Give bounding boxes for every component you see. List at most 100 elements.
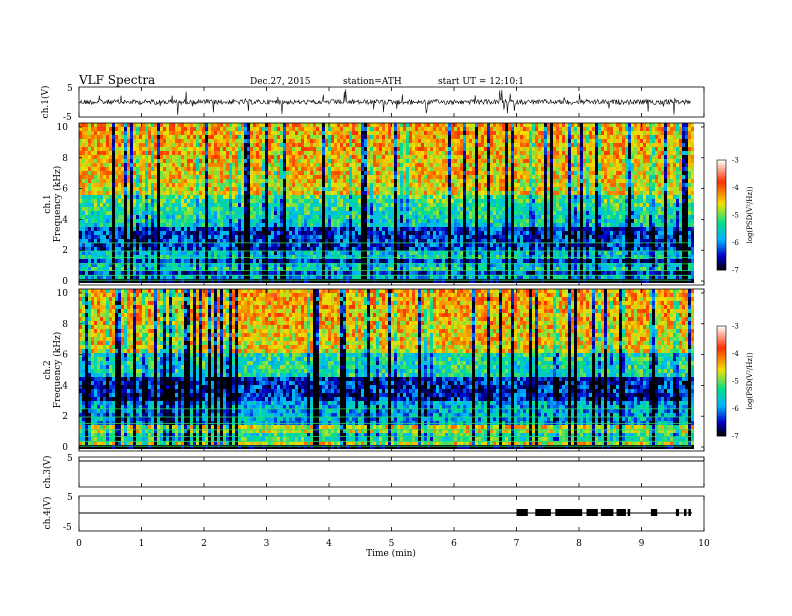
ch1-spectrogram-cell (292, 135, 295, 139)
ch1-spectrogram-cell (382, 275, 385, 279)
ch1-spectrogram-cell (88, 151, 91, 155)
ch1-spectrogram-cell (322, 259, 325, 263)
ch1-spectrogram-cell (403, 175, 406, 179)
ch1-spectrogram-cell (445, 259, 448, 263)
ch1-spectrogram-cell (232, 187, 235, 191)
ch1-spectrogram-cell (187, 127, 190, 131)
ch1-spectrogram-cell (94, 235, 97, 239)
ch1-spectrogram-cell (295, 183, 298, 187)
ch1-spectrogram-cell (268, 147, 271, 151)
ch1-spectrogram-cell (382, 203, 385, 207)
ch1-spectrogram-cell (250, 271, 253, 275)
ch1-spectrogram-cell (193, 267, 196, 271)
ch1-spectrogram-cell (307, 151, 310, 155)
ch1-spectrogram-cell (274, 235, 277, 239)
ch1-spectrogram-cell (97, 167, 100, 171)
ch1-spectrogram-cell (352, 183, 355, 187)
ch1-spectrogram-cell (409, 275, 412, 279)
ch1-spectrogram-cell (415, 215, 418, 219)
ch1-spectrogram-cell (406, 159, 409, 163)
ch1-spectrogram-cell (244, 255, 247, 259)
ch1-spectrogram-cell (157, 171, 160, 175)
ch1-spectrogram-cell (97, 219, 100, 223)
ch1-spectrogram-cell (208, 271, 211, 275)
ch1-spectrogram-cell (214, 135, 217, 139)
ch1-spectrogram-cell (103, 195, 106, 199)
ch1-spectrogram-cell (412, 155, 415, 159)
ch1-spectrogram-cell (385, 127, 388, 131)
ch1-spectrogram-cell (184, 215, 187, 219)
ch1-spectrogram-cell (82, 183, 85, 187)
ch1-spectrogram-cell (406, 187, 409, 191)
ch1-spectrogram-cell (202, 187, 205, 191)
ch1-spectrogram-cell (304, 199, 307, 203)
ch1-spectrogram-cell (133, 211, 136, 215)
ch1-spectrogram-cell (361, 259, 364, 263)
ch1-spectrogram-cell (295, 243, 298, 247)
ch1-spectrogram-cell (448, 275, 451, 279)
ch1-spectrogram-cell (148, 175, 151, 179)
ch1-spectrogram-cell (214, 187, 217, 191)
ch1-spectrogram-cell (295, 203, 298, 207)
ch1-spectrogram-cell (352, 135, 355, 139)
ch1-spectrogram-cell (394, 223, 397, 227)
ch1-spectrogram-cell (295, 143, 298, 147)
ch1-spectrogram-cell (445, 155, 448, 159)
ch1-spectrogram-cell (235, 219, 238, 223)
ch1-spectrogram-cell (298, 279, 301, 283)
ch1-spectrogram-cell (304, 191, 307, 195)
ch1-spectrogram-cell (343, 231, 346, 235)
ch1-spectrogram-cell (310, 243, 313, 247)
ch1-spectrogram-cell (376, 195, 379, 199)
ch1-spectrogram-cell (373, 151, 376, 155)
ch1-spectrogram-cell (280, 183, 283, 187)
ch1-spectrogram-cell (100, 123, 103, 127)
ch1-spectrogram-cell (226, 259, 229, 263)
ch1-spectrogram-cell (370, 239, 373, 243)
ch1-spectrogram-cell (106, 255, 109, 259)
ch1-spectrogram-cell (328, 147, 331, 151)
ch1-spectrogram-cell (436, 147, 439, 151)
ch1-spectrogram-cell (286, 131, 289, 135)
ch1-spectrogram-cell (433, 279, 436, 283)
ch1-spectrogram-cell (121, 143, 124, 147)
ch1-spectrogram-cell (289, 231, 292, 235)
ch1-spectrogram-cell (166, 135, 169, 139)
ch1-spectrogram-cell (241, 247, 244, 251)
ch1-spectrogram-cell (451, 199, 454, 203)
ch1-spectrogram-cell (439, 243, 442, 247)
ch1-spectrogram-cell (214, 191, 217, 195)
ch1-spectrogram-cell (415, 271, 418, 275)
ch1-spectrogram-cell (142, 239, 145, 243)
ch1-spectrogram-cell (247, 231, 250, 235)
ch1-spectrogram-cell (106, 239, 109, 243)
ch1-spectrogram-cell (82, 199, 85, 203)
ch1-spectrogram-cell (286, 159, 289, 163)
ch1-spectrogram-cell (325, 243, 328, 247)
ch1-spectrogram-cell (280, 203, 283, 207)
ch1-spectrogram-cell (112, 239, 115, 243)
ch1-spectrogram-cell (151, 255, 154, 259)
ch1-spectrogram-cell (139, 187, 142, 191)
ch1-spectrogram-cell (205, 239, 208, 243)
ch1-spectrogram-cell (253, 159, 256, 163)
ch1-spectrogram-cell (115, 135, 118, 139)
ch1-spectrogram-cell (85, 219, 88, 223)
ch1-spectrogram-cell (262, 219, 265, 223)
ch1-spectrogram-cell (379, 199, 382, 203)
ch1-spectrogram-cell (388, 155, 391, 159)
ch1-spectrogram-cell (409, 259, 412, 263)
ch1-spectrogram-cell (292, 179, 295, 183)
ch1-spectrogram-cell (190, 267, 193, 271)
ch1-spectrogram-cell (424, 239, 427, 243)
ch1-spectrogram-cell (244, 219, 247, 223)
ch1-spectrogram-cell (136, 271, 139, 275)
ch1-spectrogram-cell (391, 239, 394, 243)
ch1-spectrogram-cell (217, 167, 220, 171)
ch1-spectrogram-cell (355, 127, 358, 131)
ch1-spectrogram-cell (124, 223, 127, 227)
ch1-spectrogram-cell (250, 251, 253, 255)
ch1-spectrogram-cell (406, 123, 409, 127)
ch1-spectrogram-cell (130, 271, 133, 275)
ch1-spectrogram-cell (310, 167, 313, 171)
